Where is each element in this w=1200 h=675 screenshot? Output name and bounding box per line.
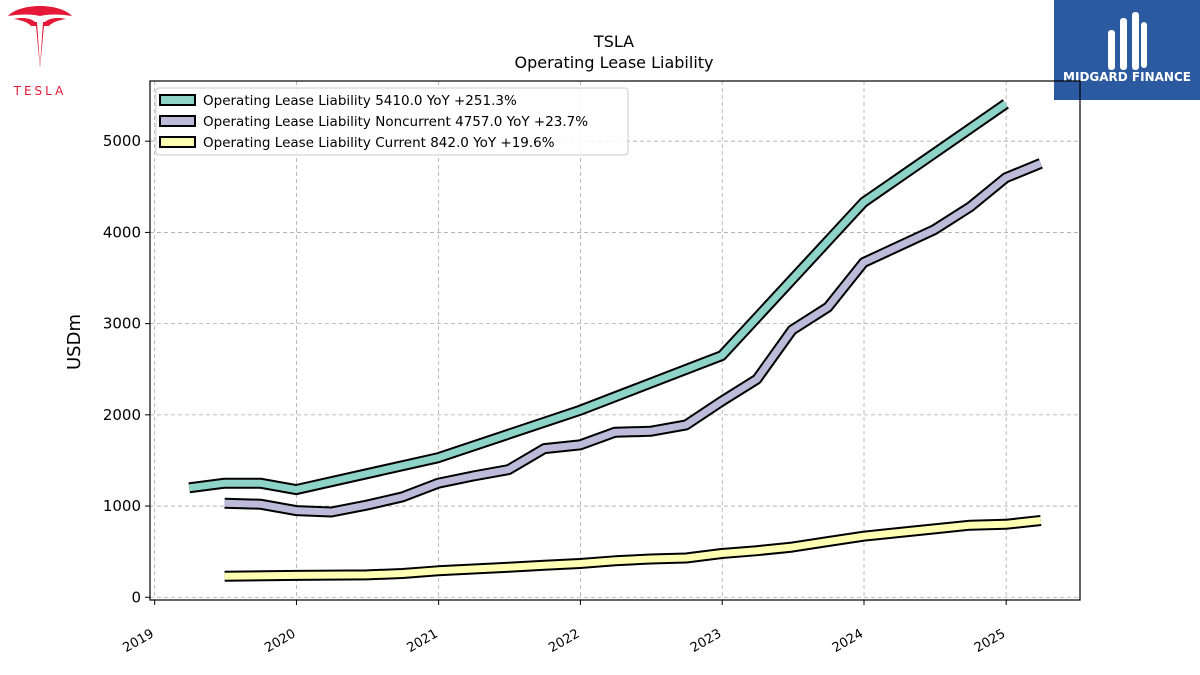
plot-frame (149, 80, 1081, 601)
legend-entry-label: Operating Lease Liability 5410.0 YoY +25… (203, 93, 517, 109)
chart-subtitle: Operating Lease Liability (514, 53, 713, 72)
legend-swatch (159, 115, 196, 127)
series-line-1 (188, 100, 1008, 494)
series-line-2 (224, 160, 1043, 516)
x-tick-label: 2025 (972, 626, 1008, 656)
tesla-t-icon (8, 6, 72, 68)
series-line-outline (188, 99, 1009, 496)
x-tick-label: 2022 (546, 626, 582, 656)
legend-box (155, 87, 629, 156)
series-line-outline (224, 158, 1043, 518)
x-tick-label: 2023 (688, 626, 724, 656)
grid (150, 81, 1080, 600)
y-tick-label: 3000 (103, 315, 141, 333)
series-line-3 (224, 517, 1042, 580)
midgard-finance-logo: MIDGARD FINANCE (1054, 0, 1200, 100)
legend-swatch (159, 94, 196, 106)
chart-title: TSLA (593, 32, 634, 51)
legend-swatch (159, 136, 196, 148)
x-tick-label: 2024 (830, 626, 866, 656)
tesla-wordmark: TESLA (13, 84, 67, 98)
y-axis-label: USDm (64, 314, 85, 370)
x-tick-label: 2021 (404, 626, 440, 656)
x-tick-label: 2019 (121, 626, 157, 656)
legend-entry-label: Operating Lease Liability Noncurrent 475… (203, 114, 588, 130)
midgard-wordmark: MIDGARD FINANCE (1063, 70, 1191, 84)
tesla-logo: TESLA (8, 6, 72, 98)
series-lines (188, 99, 1043, 582)
legend: Operating Lease Liability 5410.0 YoY +25… (155, 87, 629, 156)
legend-entry-label: Operating Lease Liability Current 842.0 … (203, 135, 555, 151)
y-tick-label: 0 (131, 588, 141, 606)
x-tick-label: 2020 (262, 626, 298, 656)
y-tick-label: 5000 (103, 132, 141, 150)
midgard-emblem-icon (1108, 12, 1147, 70)
y-tick-label: 1000 (103, 497, 141, 515)
y-tick-label: 4000 (103, 223, 141, 241)
y-tick-label: 2000 (103, 406, 141, 424)
